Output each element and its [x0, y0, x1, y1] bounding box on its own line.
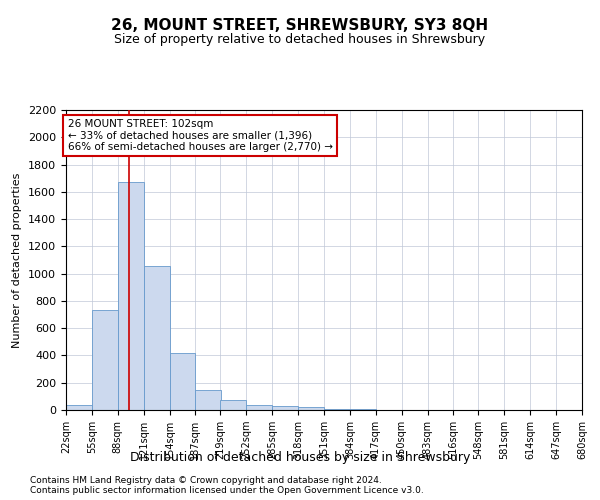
Y-axis label: Number of detached properties: Number of detached properties: [13, 172, 22, 348]
Bar: [324, 408, 350, 410]
Bar: [220, 400, 247, 410]
Bar: [66, 404, 92, 410]
Bar: [118, 182, 143, 410]
Bar: [247, 404, 272, 410]
Bar: [92, 310, 118, 410]
Text: Distribution of detached houses by size in Shrewsbury: Distribution of detached houses by size …: [130, 451, 470, 464]
Bar: [196, 390, 221, 410]
Text: 26, MOUNT STREET, SHREWSBURY, SY3 8QH: 26, MOUNT STREET, SHREWSBURY, SY3 8QH: [112, 18, 488, 32]
Text: Size of property relative to detached houses in Shrewsbury: Size of property relative to detached ho…: [115, 32, 485, 46]
Text: 26 MOUNT STREET: 102sqm
← 33% of detached houses are smaller (1,396)
66% of semi: 26 MOUNT STREET: 102sqm ← 33% of detache…: [68, 119, 332, 152]
Bar: [170, 354, 196, 410]
Bar: [298, 406, 324, 410]
Text: Contains public sector information licensed under the Open Government Licence v3: Contains public sector information licen…: [30, 486, 424, 495]
Bar: [143, 266, 170, 410]
Text: Contains HM Land Registry data © Crown copyright and database right 2024.: Contains HM Land Registry data © Crown c…: [30, 476, 382, 485]
Bar: [272, 406, 298, 410]
